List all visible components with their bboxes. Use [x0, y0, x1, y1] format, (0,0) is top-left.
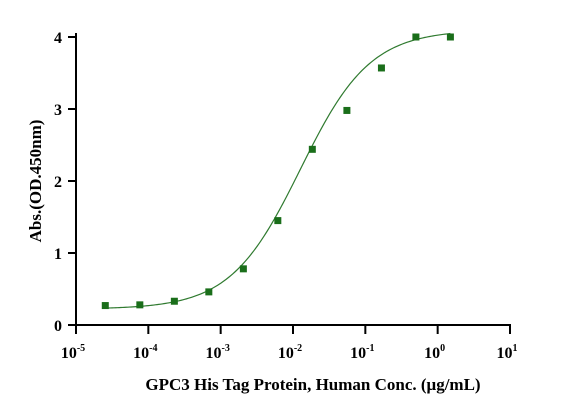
y-tick-label: 0	[54, 318, 62, 335]
data-point	[205, 288, 213, 296]
data-point	[446, 33, 454, 41]
x-tick-label: 10-5	[61, 343, 85, 362]
y-tick-label: 4	[54, 30, 62, 47]
x-tick-label: 101	[497, 343, 518, 362]
data-point	[343, 106, 351, 114]
data-points	[101, 33, 454, 310]
data-point	[170, 297, 178, 305]
y-tick-label: 1	[54, 246, 62, 263]
data-point	[308, 145, 316, 153]
data-point	[239, 265, 247, 273]
x-tick-label: 10-4	[133, 343, 157, 362]
x-tick-label: 10-2	[278, 343, 302, 362]
data-point	[274, 217, 282, 225]
y-axis-title: Abs.(OD.450nm)	[26, 120, 45, 243]
y-tick-label: 2	[54, 174, 62, 191]
y-axis-ticks: 0 1 2 3 4	[54, 30, 76, 335]
x-tick-label: 10-1	[350, 343, 374, 362]
fit-curve	[105, 32, 451, 309]
x-axis-ticks: 10-5 10-4 10-3 10-2 10-1 100 101	[61, 325, 518, 362]
x-tick-label: 100	[424, 343, 445, 362]
x-axis-title: GPC3 His Tag Protein, Human Conc. (μg/mL…	[145, 375, 480, 394]
data-point	[377, 64, 385, 72]
data-point	[136, 301, 144, 309]
y-tick-label: 3	[54, 102, 62, 119]
data-point	[412, 33, 420, 41]
x-tick-label: 10-3	[205, 343, 229, 362]
data-point	[101, 302, 109, 310]
